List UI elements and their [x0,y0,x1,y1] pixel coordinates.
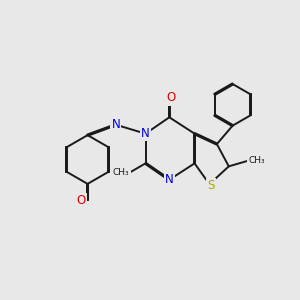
Text: CH₃: CH₃ [248,157,265,166]
Text: N: N [111,118,120,131]
Text: O: O [76,194,86,207]
Text: N: N [141,127,150,140]
Text: O: O [166,92,176,104]
Text: CH₃: CH₃ [113,168,130,177]
Text: S: S [207,179,214,192]
Text: N: N [165,173,174,186]
